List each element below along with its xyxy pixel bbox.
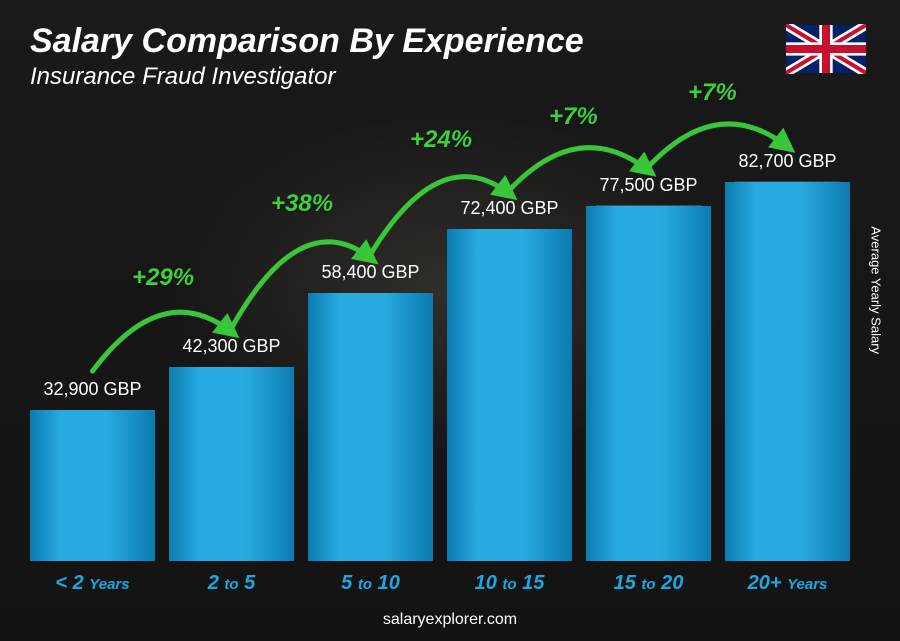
bar-slot: 58,400 GBP [308, 120, 433, 561]
uk-flag-icon [786, 24, 866, 74]
bars-row: 32,900 GBP 42,300 GBP 58,400 GBP 72,400 GBP… [30, 120, 850, 561]
bar [169, 367, 294, 561]
bar-front-face [447, 229, 572, 561]
category-label: < 2 Years [30, 572, 155, 595]
bar-value-label: 42,300 GBP [182, 336, 280, 357]
increment-label: +7% [688, 79, 737, 107]
bar-front-face [30, 410, 155, 561]
category-row: < 2 Years 2 to 5 5 to 10 10 to 15 15 to 20 20… [30, 572, 850, 595]
increment-label: +29% [132, 264, 194, 292]
increment-label: +38% [271, 190, 333, 218]
bar [725, 182, 850, 561]
bar [447, 229, 572, 561]
y-axis-label: Average Yearly Salary [869, 226, 884, 354]
bar-value-label: 32,900 GBP [43, 379, 141, 400]
bar-front-face [586, 206, 711, 561]
bar-slot: 32,900 GBP [30, 120, 155, 561]
header: Salary Comparison By Experience Insuranc… [30, 22, 870, 91]
category-label: 15 to 20 [586, 572, 711, 595]
bar-value-label: 77,500 GBP [599, 175, 697, 196]
bar-value-label: 82,700 GBP [738, 151, 836, 172]
bar-slot: 82,700 GBP [725, 120, 850, 561]
bar-front-face [169, 367, 294, 561]
footer-credit: salaryexplorer.com [0, 611, 900, 629]
bar [586, 206, 711, 561]
category-label: 10 to 15 [447, 572, 572, 595]
chart-subtitle: Insurance Fraud Investigator [30, 63, 870, 91]
chart-area: 32,900 GBP 42,300 GBP 58,400 GBP 72,400 GBP… [30, 120, 850, 561]
chart-title: Salary Comparison By Experience [30, 22, 870, 61]
bar-slot: 72,400 GBP [447, 120, 572, 561]
increment-label: +24% [410, 126, 472, 154]
bar-front-face [725, 182, 850, 561]
category-label: 20+ Years [725, 572, 850, 595]
bar-front-face [308, 293, 433, 561]
bar [308, 293, 433, 561]
container: Salary Comparison By Experience Insuranc… [0, 0, 900, 641]
bar-slot: 42,300 GBP [169, 120, 294, 561]
bar [30, 410, 155, 561]
category-label: 2 to 5 [169, 572, 294, 595]
category-label: 5 to 10 [308, 572, 433, 595]
bar-value-label: 58,400 GBP [321, 262, 419, 283]
bar-slot: 77,500 GBP [586, 120, 711, 561]
increment-label: +7% [549, 103, 598, 131]
bar-value-label: 72,400 GBP [460, 198, 558, 219]
